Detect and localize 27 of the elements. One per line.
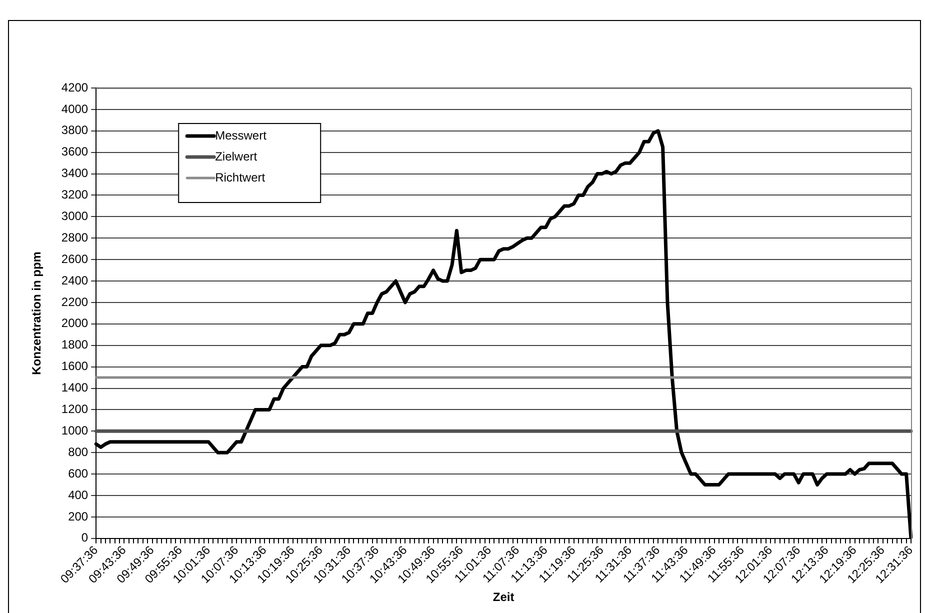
y-tick-label: 2600 [61,252,88,266]
y-tick-label: 3800 [61,123,88,138]
y-tick-label: 1400 [61,380,88,395]
y-tick-label: 3000 [61,208,88,223]
y-tick-label: 1200 [61,402,88,416]
legend-label: Richtwert [215,170,266,184]
y-tick-label: 1000 [61,423,88,438]
y-tick-label: 1800 [61,338,88,352]
y-tick-label: 600 [68,466,88,480]
legend-label: Messwert [215,128,268,142]
y-tick-label: 3400 [61,166,88,180]
y-tick-label: 200 [68,509,88,524]
y-tick-label: 2800 [61,230,88,244]
y-tick-label: 800 [68,444,88,459]
y-tick-label: 2400 [61,273,88,288]
y-axis-title: Konzentration in ppm [30,252,44,375]
x-axis-title: Zeit [492,590,514,604]
y-tick-label: 0 [81,530,88,545]
y-tick-label: 2200 [61,294,88,309]
y-tick-label: 3600 [61,144,88,159]
y-tick-label: 4000 [61,102,88,116]
y-tick-label: 4200 [61,80,88,94]
legend-label: Zielwert [215,149,258,164]
y-tick-label: 400 [68,488,88,502]
y-tick-label: 2000 [61,316,88,330]
y-tick-label: 3200 [61,188,88,202]
y-tick-label: 1600 [61,359,88,374]
